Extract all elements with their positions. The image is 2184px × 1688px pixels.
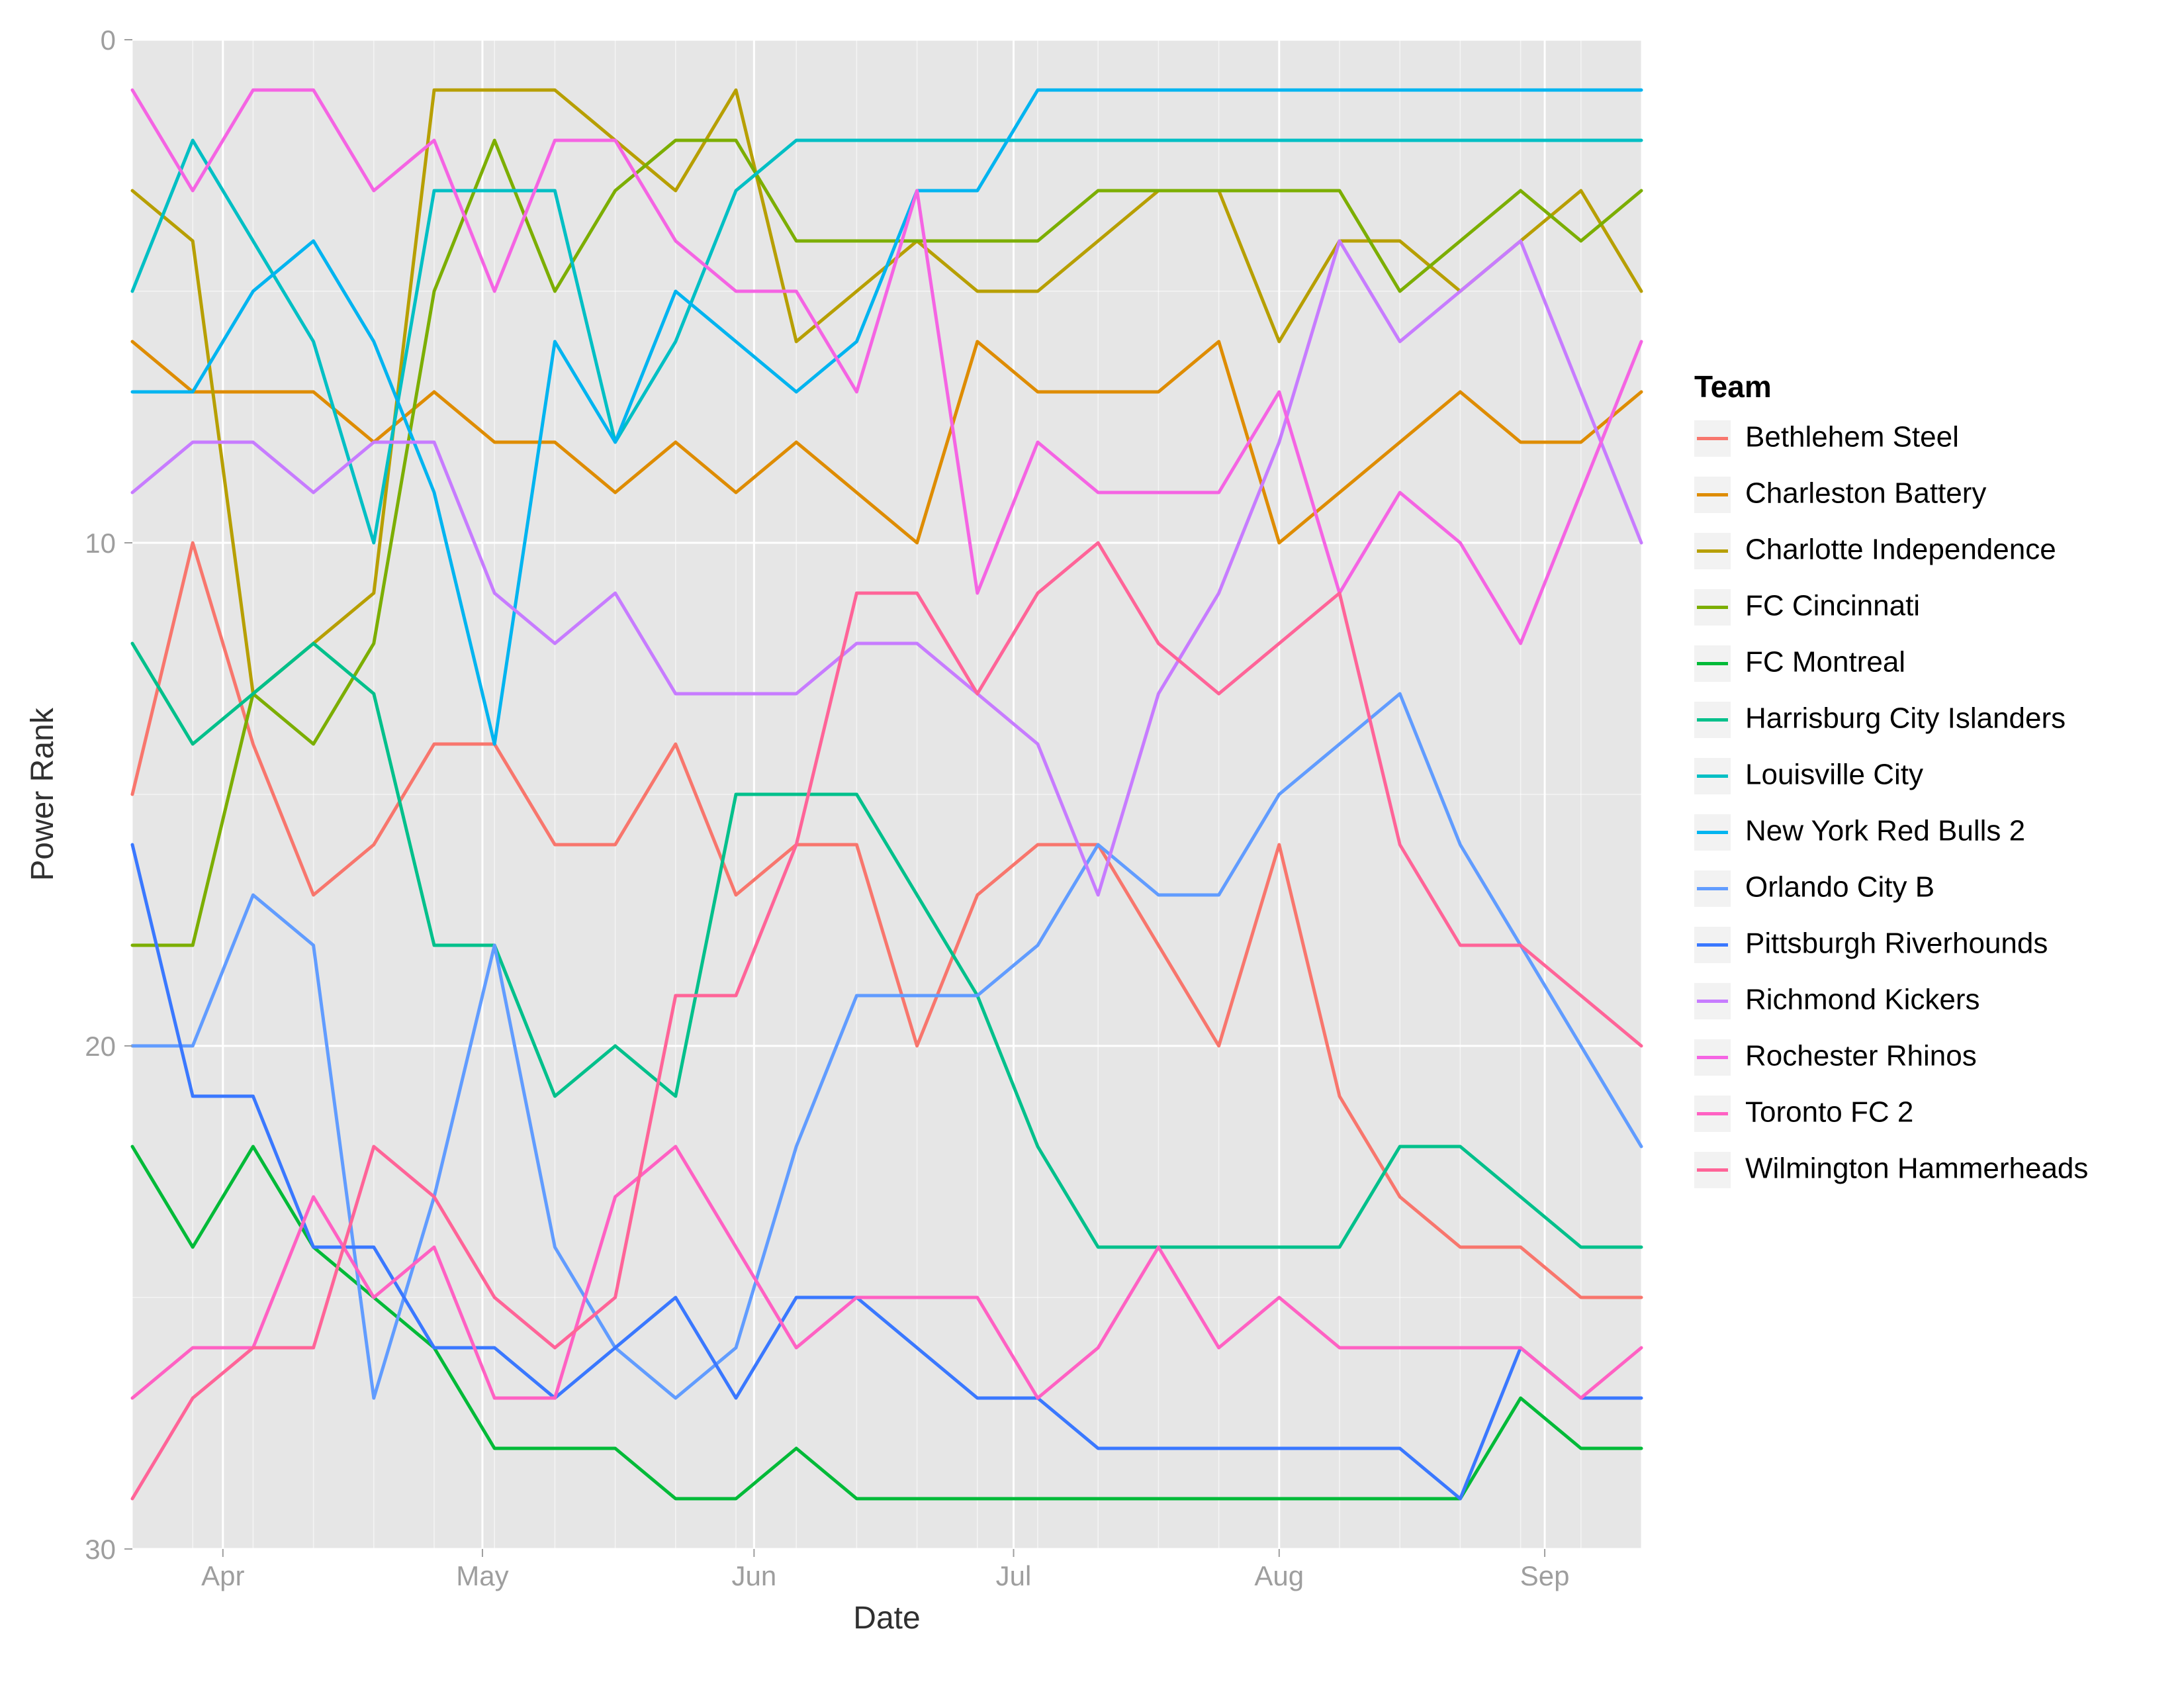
legend-item: Pittsburgh Riverhounds	[1694, 927, 2048, 963]
power-rank-chart: 0 10 20 30 Apr May Jun Jul Aug Sep Date Power Rank T…	[0, 0, 2184, 1688]
y-axis-label: Power Rank	[25, 707, 60, 880]
legend-item: Bethlehem Steel	[1694, 420, 1959, 457]
legend-item: FC Montreal	[1694, 645, 1905, 682]
legend-label: Orlando City B	[1745, 871, 1934, 904]
legend-item: Toronto FC 2	[1694, 1096, 1913, 1132]
legend-item: Charleston Battery	[1694, 477, 1986, 513]
y-tick-label: 0	[101, 24, 116, 56]
legend-label: Harrisburg City Islanders	[1745, 702, 2066, 735]
legend-item: Harrisburg City Islanders	[1694, 702, 2066, 738]
legend-label: New York Red Bulls 2	[1745, 815, 2025, 847]
legend-item: FC Cincinnati	[1694, 589, 1920, 626]
y-tick-label: 30	[85, 1534, 116, 1565]
legend-item: Charlotte Independence	[1694, 533, 2056, 569]
legend-item: Wilmington Hammerheads	[1694, 1152, 2088, 1188]
legend-label: Wilmington Hammerheads	[1745, 1152, 2088, 1185]
legend-item: Rochester Rhinos	[1694, 1039, 1977, 1076]
legend-item: Louisville City	[1694, 758, 1923, 794]
legend-item: Orlando City B	[1694, 870, 1934, 907]
legend-label: FC Cincinnati	[1745, 590, 1920, 622]
legend-label: Louisville City	[1745, 759, 1923, 791]
y-tick-label: 20	[85, 1031, 116, 1062]
x-tick-label: Jun	[732, 1560, 777, 1591]
chart-container: 0 10 20 30 Apr May Jun Jul Aug Sep Date Power Rank T…	[0, 0, 2184, 1688]
legend-label: Charleston Battery	[1745, 477, 1986, 510]
x-tick-label: Apr	[201, 1560, 244, 1591]
legend: Team Bethlehem Steel Charleston Battery Cha…	[1694, 369, 2088, 1188]
legend-label: FC Montreal	[1745, 646, 1905, 679]
legend-label: Toronto FC 2	[1745, 1096, 1913, 1129]
legend-label: Pittsburgh Riverhounds	[1745, 927, 2048, 960]
legend-label: Bethlehem Steel	[1745, 421, 1959, 453]
x-tick-label: May	[456, 1560, 508, 1591]
legend-label: Charlotte Independence	[1745, 534, 2056, 566]
legend-label: Richmond Kickers	[1745, 984, 1980, 1016]
x-tick-label: Aug	[1254, 1560, 1304, 1591]
legend-item: Richmond Kickers	[1694, 983, 1980, 1019]
y-tick-label: 10	[85, 528, 116, 559]
legend-item: New York Red Bulls 2	[1694, 814, 2025, 851]
x-tick-label: Jul	[996, 1560, 1032, 1591]
x-axis-label: Date	[853, 1601, 920, 1636]
x-tick-label: Sep	[1520, 1560, 1570, 1591]
legend-label: Rochester Rhinos	[1745, 1040, 1977, 1072]
legend-title: Team	[1694, 369, 1772, 404]
